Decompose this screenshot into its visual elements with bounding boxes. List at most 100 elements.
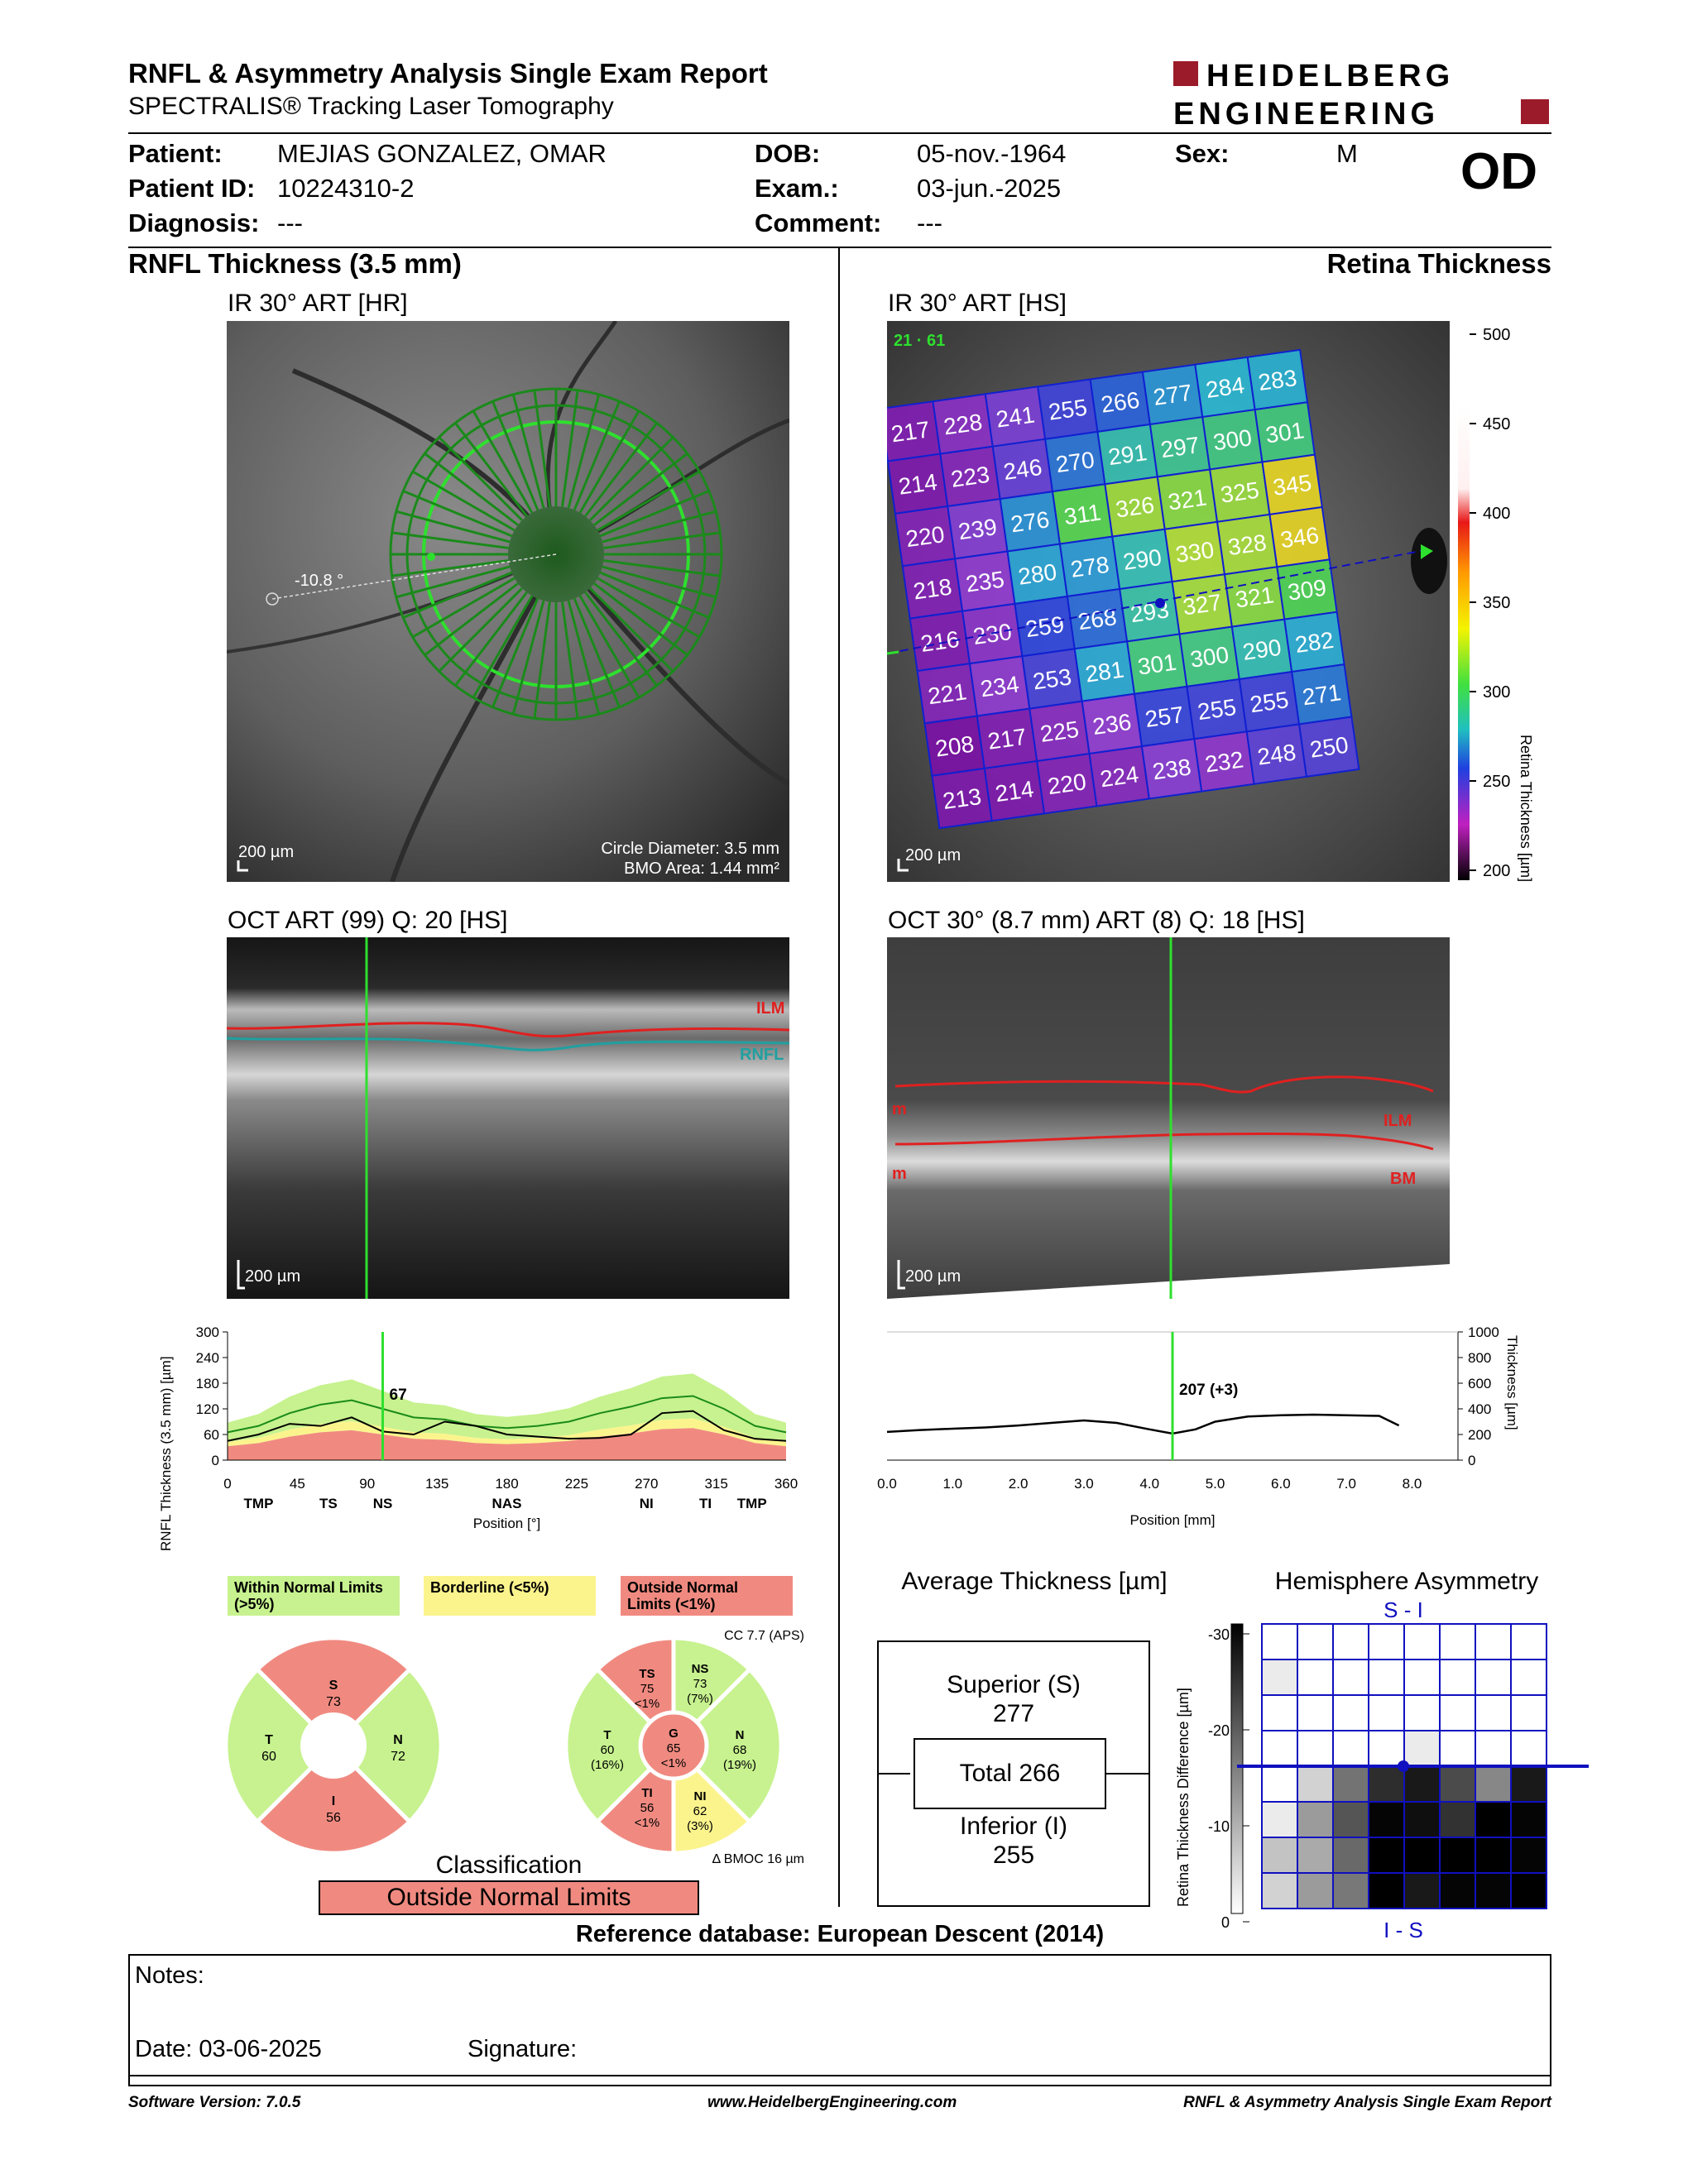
y-tick-label: 800	[1468, 1350, 1491, 1366]
grid-cell-value: 208	[933, 731, 976, 762]
logo-line2: ENGINEERING	[1173, 97, 1439, 129]
asymmetry-cell	[1368, 1765, 1405, 1803]
comment-label: Comment:	[755, 208, 882, 237]
bmoc-label: Δ BMOC 16 µm	[712, 1852, 804, 1866]
x-tick-label: 45	[290, 1476, 305, 1492]
asymmetry-cell	[1439, 1730, 1476, 1767]
bmo-spoke	[472, 595, 534, 698]
asymmetry-cell	[1475, 1694, 1512, 1731]
outside-band	[228, 1428, 786, 1460]
t-value: 60	[601, 1743, 615, 1757]
comment-value: ---	[917, 208, 942, 237]
asymmetry-cell	[1332, 1694, 1369, 1731]
asymmetry-axis-label: Retina Thickness Difference [µm]	[1175, 1688, 1192, 1907]
bmo-spoke	[454, 592, 528, 687]
y-tick-label: 200	[1468, 1427, 1491, 1443]
notes-box[interactable]	[128, 1954, 1551, 2086]
grid-cell-value: 345	[1271, 470, 1313, 500]
bmo-area: BMO Area: 1.44 mm²	[624, 860, 779, 878]
footer-url[interactable]: www.HeidelbergEngineering.com	[707, 2094, 957, 2111]
bmo-spoke	[597, 470, 700, 532]
svg-text:NI: NI	[694, 1789, 707, 1803]
patient-id: 10224310-2	[277, 174, 415, 203]
y-tick-label: 600	[1468, 1376, 1491, 1391]
asymmetry-cell	[1403, 1872, 1441, 1909]
diagnosis-value: ---	[277, 208, 303, 237]
grid-cell-value: 239	[957, 514, 999, 544]
grid-cell-value: 255	[1249, 687, 1291, 717]
ti-value: 56	[640, 1801, 655, 1815]
normal-mean-line	[227, 1395, 787, 1434]
bmo-spoke	[600, 571, 710, 619]
x-tick-label: 8.0	[1403, 1476, 1422, 1492]
reference-database: Reference database: European Descent (20…	[575, 1921, 1105, 1947]
inferior-label: Inferior (I)	[959, 1813, 1068, 1840]
asymmetry-cell	[1475, 1801, 1512, 1838]
bmo-spoke	[561, 390, 579, 507]
grid-cell-value: 248	[1256, 739, 1298, 769]
x-axis-label: Position [mm]	[1130, 1512, 1216, 1528]
grid-cell-value: 255	[1196, 694, 1238, 725]
right-oct-image: m m ILM BM 200 µm	[887, 937, 1450, 1299]
svg-text:TI: TI	[641, 1786, 652, 1800]
x-axis-label: Position [°]	[473, 1516, 540, 1531]
x-tick-label: 90	[359, 1476, 375, 1492]
asymmetry-cell	[1475, 1765, 1512, 1803]
grid-cell-value: 266	[1099, 387, 1141, 418]
ns-value: 73	[693, 1677, 707, 1691]
svg-text:T: T	[265, 1733, 273, 1747]
bmo-spoke	[567, 600, 601, 715]
bmo-spoke	[424, 582, 519, 656]
y-tick-label: 1000	[1468, 1324, 1499, 1340]
bmo-spoke	[511, 600, 545, 715]
asymmetry-cell	[1510, 1872, 1547, 1909]
ni-value: 62	[693, 1804, 707, 1818]
y-tick-label: 300	[196, 1324, 219, 1340]
asymmetry-cell	[1439, 1659, 1476, 1696]
thickness-colorbar: 500 450 400 350 300 250 200 Retina Thickness […	[1458, 321, 1534, 882]
bmo-spoke	[597, 577, 700, 639]
asymmetry-cell	[1368, 1872, 1405, 1909]
x-tick-label: 360	[774, 1476, 798, 1492]
bmo-spoke	[391, 531, 509, 549]
asymmetry-cell	[1403, 1730, 1441, 1767]
cc-label: CC 7.7 (APS)	[724, 1629, 804, 1643]
normal-band	[228, 1373, 786, 1443]
svg-text:N: N	[393, 1733, 403, 1747]
column-divider	[838, 248, 840, 1907]
x-tick-label: 1.0	[942, 1476, 962, 1492]
t-pct: (16%)	[591, 1758, 624, 1772]
ti-pct: <1%	[635, 1816, 659, 1830]
y-tick-label: 0	[212, 1453, 219, 1468]
right-bm-label: BM	[1390, 1170, 1416, 1188]
grid-cell-value: 213	[941, 783, 983, 814]
asymmetry-cell	[1261, 1623, 1298, 1660]
colorbar-tick-label: 400	[1483, 505, 1510, 523]
colorbar-tick-label: 500	[1483, 326, 1510, 344]
marker-value: 207 (+3)	[1179, 1382, 1238, 1399]
circle-diameter: Circle Diameter: 3.5 mm	[601, 840, 779, 858]
bmo-spoke	[454, 422, 528, 517]
grid-cell-value: 241	[995, 401, 1037, 432]
grid-cell-value: 330	[1174, 537, 1216, 568]
asymmetry-cell	[1368, 1694, 1405, 1731]
asymmetry-cell	[1510, 1765, 1547, 1803]
bmo-spoke	[533, 390, 551, 507]
asymmetry-cell	[1475, 1730, 1512, 1767]
logo-line1: HEIDELBERG	[1206, 59, 1454, 93]
bmo-spoke	[593, 582, 688, 656]
x-tick-label: 3.0	[1074, 1476, 1094, 1492]
bmo-spoke	[600, 490, 710, 538]
asymmetry-cell	[1261, 1801, 1298, 1838]
grid-cell-value: 301	[1136, 649, 1178, 680]
asymmetry-cell	[1439, 1837, 1476, 1874]
colorbar-tick-label: 250	[1483, 773, 1510, 791]
asymmetry-cell	[1439, 1623, 1476, 1660]
grid-cell-value: 325	[1219, 477, 1261, 508]
svg-text:S: S	[329, 1679, 338, 1693]
grid-cell-value: 220	[1046, 769, 1088, 799]
sector-label: TMP	[244, 1496, 274, 1511]
quadrant-pie: S 73 T 60 N 72 I 56	[223, 1636, 444, 1856]
sector-label: TS	[319, 1496, 338, 1511]
bmo-spoke	[492, 598, 539, 708]
